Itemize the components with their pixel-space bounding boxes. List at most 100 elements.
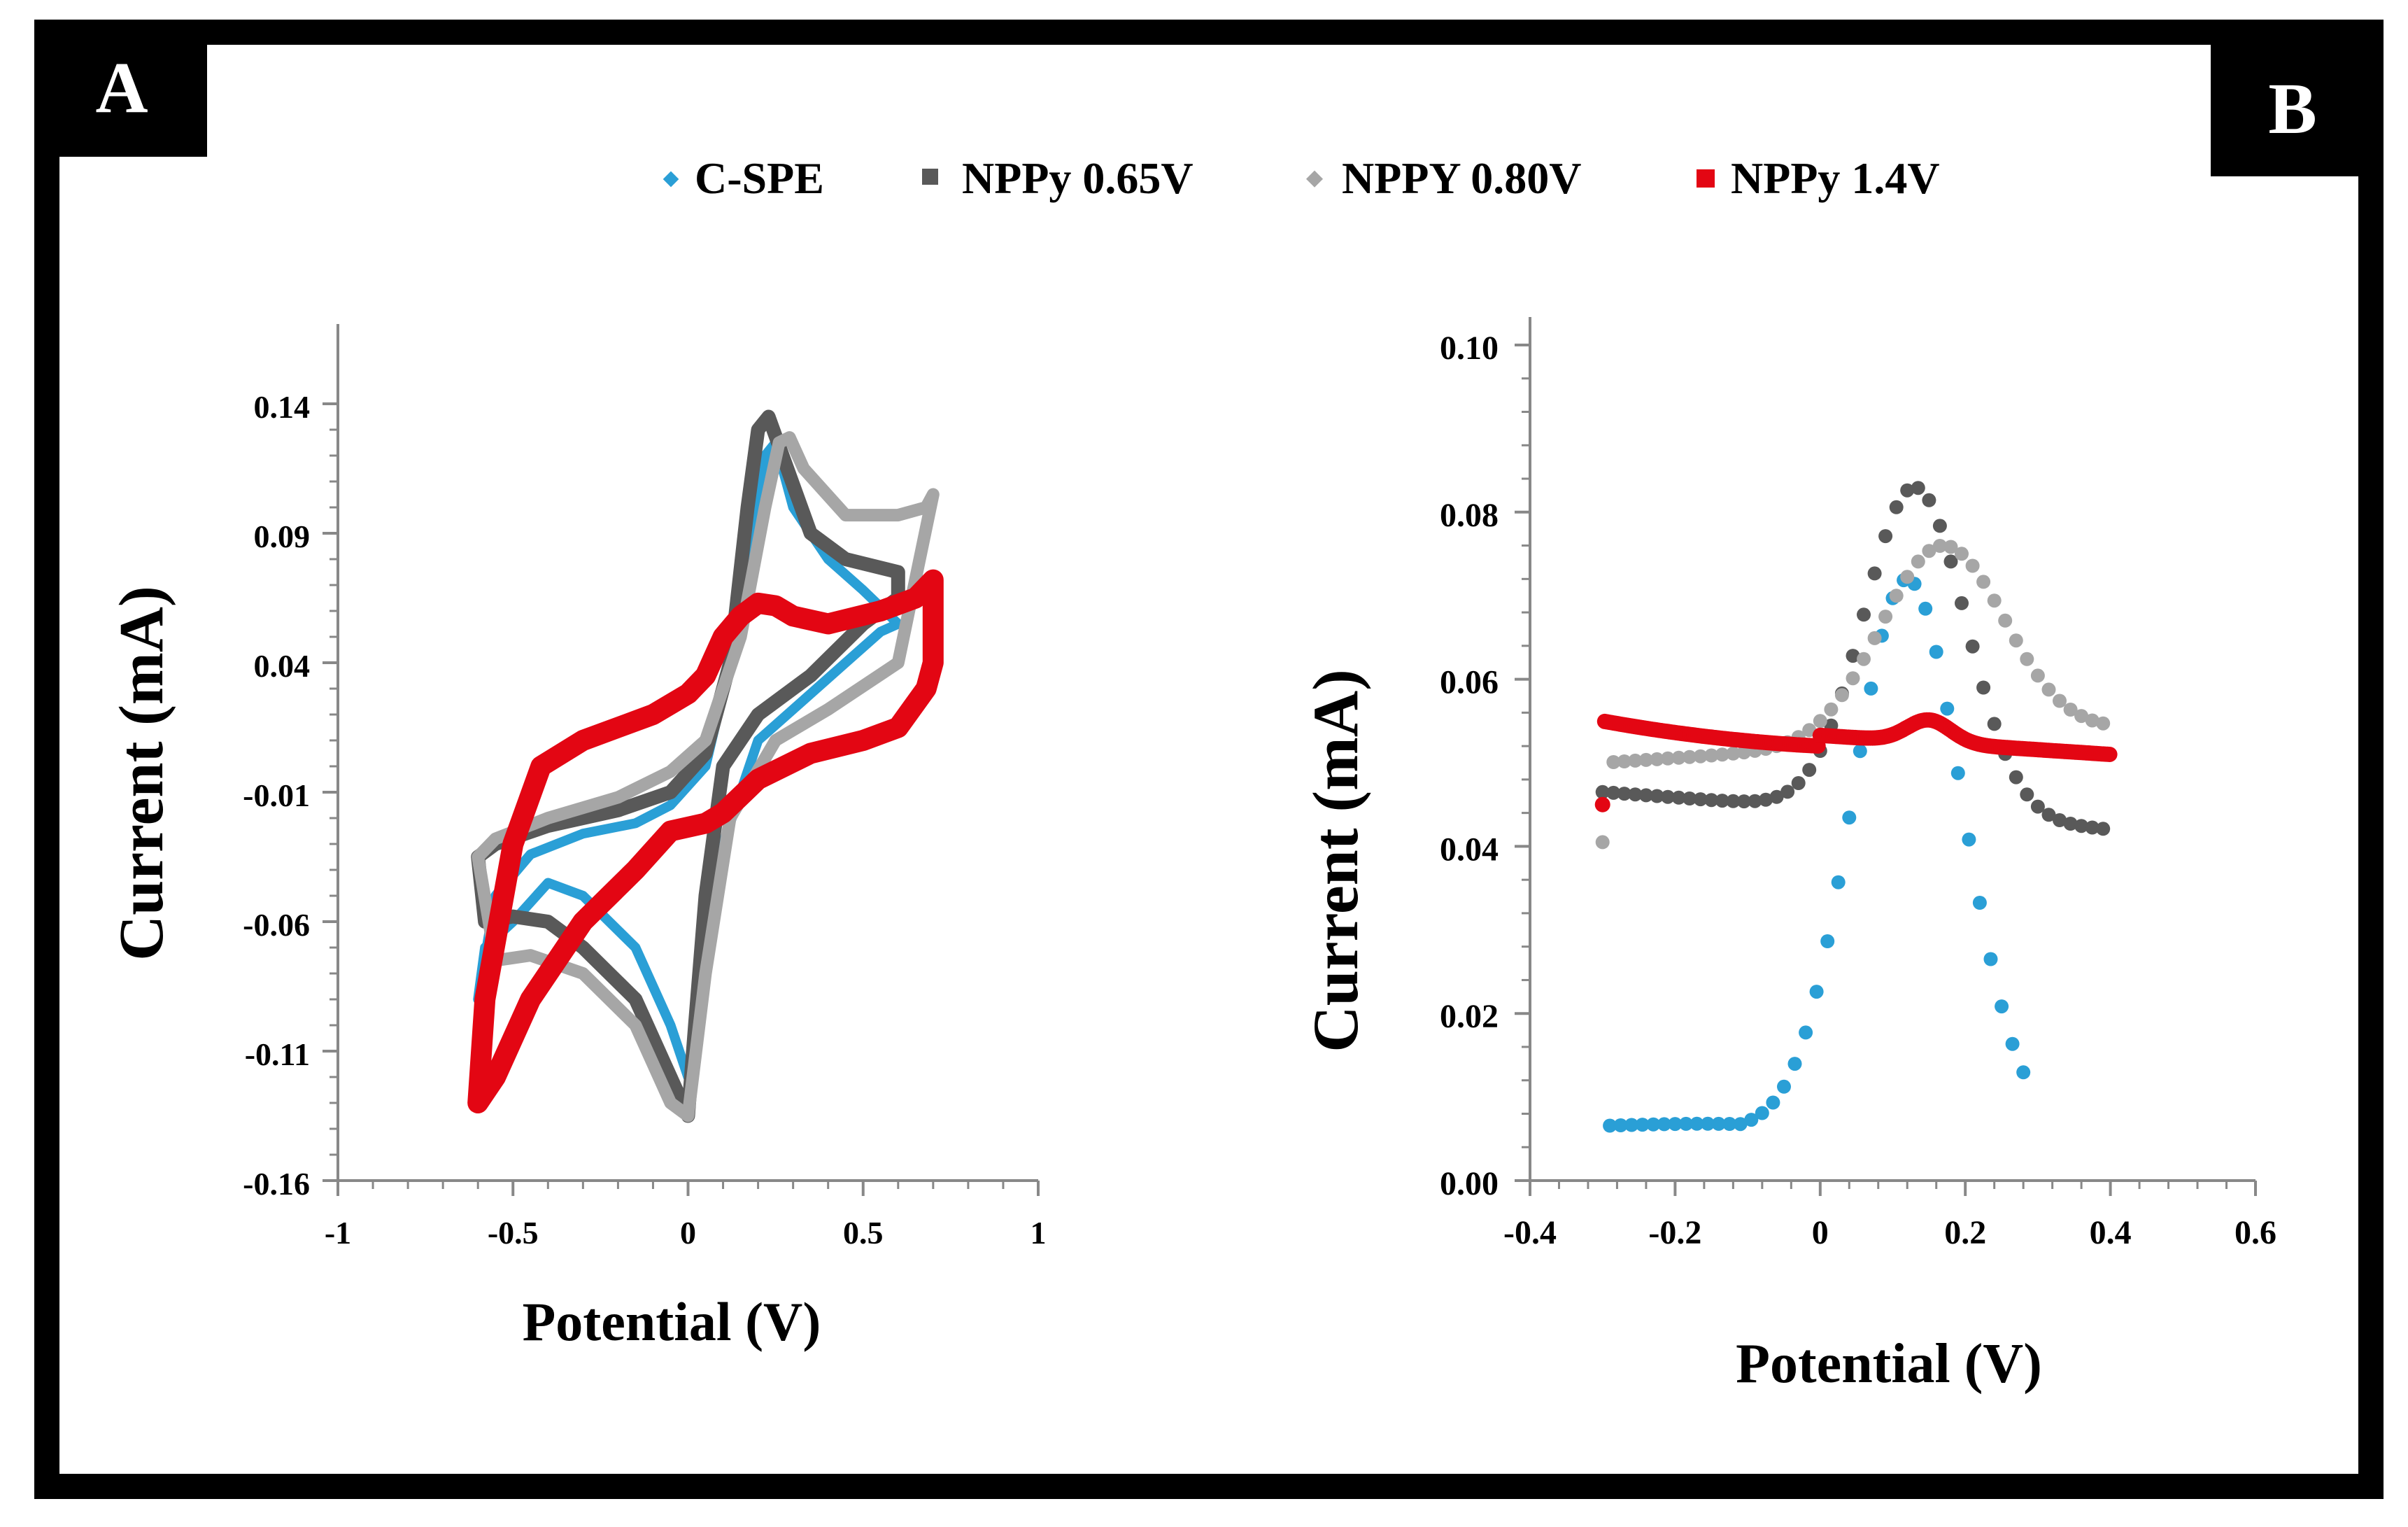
chart-b-point-1-45 <box>2085 820 2099 835</box>
chart-b-point-1-5 <box>1650 789 1664 803</box>
chart-a-y-tick-label: 0.14 <box>254 389 311 425</box>
chart-b-point-0-16 <box>1777 1079 1791 1094</box>
chart-b-x-tick-label: 0 <box>1812 1214 1829 1251</box>
chart-b-point-0-36 <box>1995 999 2009 1014</box>
chart-a-series-3 <box>467 569 944 1113</box>
chart-a-x-tick-label: 0.5 <box>843 1215 884 1251</box>
chart-b-point-0-5 <box>1657 1117 1671 1132</box>
chart-b-point-0-37 <box>2005 1036 2020 1051</box>
chart-b-point-2-27 <box>1889 589 1904 603</box>
chart-b-point-1-31 <box>1932 519 1947 533</box>
chart-b-point-1-33 <box>1955 596 1969 610</box>
chart-b-point-1-11 <box>1715 794 1729 808</box>
chart-b-point-0-17 <box>1787 1057 1802 1071</box>
chart-b-point-0-34 <box>1972 896 1987 910</box>
chart-b-point-2-1 <box>1606 755 1621 769</box>
chart-b-point-2-13 <box>1736 745 1751 760</box>
chart-b-point-2-20 <box>1813 714 1827 729</box>
chart-b-point-1-43 <box>2063 817 2078 831</box>
chart-b-point-2-38 <box>2009 633 2023 648</box>
panel-a-box <box>37 21 207 157</box>
chart-b-y-tick-label: 0.08 <box>1440 497 1499 534</box>
chart-b-point-1-4 <box>1638 788 1653 803</box>
chart-b-point-1-46 <box>2096 822 2111 836</box>
chart-b-point-0-18 <box>1799 1025 1813 1040</box>
chart-b-point-0-0 <box>1603 1118 1617 1133</box>
chart-b-point-2-24 <box>1857 652 1871 666</box>
chart-b-x-tick-label: -0.4 <box>1503 1214 1557 1251</box>
chart-b-point-1-29 <box>1911 481 1925 495</box>
chart-b-point-0-33 <box>1962 832 1976 847</box>
chart-b-y-tick-label: 0.04 <box>1440 831 1499 868</box>
chart-b-point-2-46 <box>2096 716 2111 731</box>
chart-b-point-2-10 <box>1704 748 1719 763</box>
chart-b-point-1-3 <box>1628 787 1643 802</box>
chart-b-point-1-34 <box>1965 639 1980 654</box>
legend-marker-nppy-065 <box>922 169 938 185</box>
chart-b-point-0-13 <box>1744 1113 1759 1127</box>
panel-a-label: A <box>95 48 148 128</box>
chart-b-point-2-36 <box>1987 593 2002 608</box>
legend-label-nppy-080: NPPY 0.80V <box>1342 153 1581 203</box>
chart-b-point-2-0 <box>1595 835 1610 850</box>
chart-b-point-0-4 <box>1646 1117 1661 1132</box>
chart-b-point-1-7 <box>1671 790 1686 805</box>
chart-b-point-2-40 <box>2030 668 2045 683</box>
legend-label-nppy-14: NPPy 1.4V <box>1731 153 1940 203</box>
chart-b-series <box>1594 481 2118 1133</box>
chart-b-x-tick-label: -0.2 <box>1648 1214 1701 1251</box>
chart-a-y-tick-label: 0.04 <box>254 648 311 684</box>
chart-b-point-1-25 <box>1867 566 1882 581</box>
chart-b-point-1-38 <box>2009 770 2023 784</box>
chart-b-point-0-32 <box>1950 766 1965 780</box>
chart-a-series <box>467 409 944 1123</box>
chart-a-y-tick-label: -0.01 <box>243 777 310 813</box>
chart-b-point-0-2 <box>1624 1118 1639 1132</box>
chart-b-point-1-30 <box>1922 493 1936 507</box>
chart-b-point-2-39 <box>2020 652 2034 666</box>
chart-b-x-tick-label: 0.6 <box>2235 1214 2276 1251</box>
panel-b-label: B <box>2268 69 2316 149</box>
figure-frame <box>34 20 2384 1499</box>
chart-b-point-2-41 <box>2041 682 2056 697</box>
chart-b-point-0-12 <box>1733 1117 1748 1132</box>
chart-b-point-2-31 <box>1932 539 1947 553</box>
chart-b-point-1-6 <box>1661 789 1675 804</box>
chart-b-point-0-35 <box>1983 952 1998 966</box>
chart-b-point-2-4 <box>1638 752 1653 767</box>
chart-b-point-1-40 <box>2030 799 2045 814</box>
chart-b-point-1-10 <box>1704 793 1719 808</box>
chart-b-point-2-12 <box>1726 746 1741 761</box>
chart-b-point-0-1 <box>1613 1118 1628 1132</box>
chart-b-point-2-29 <box>1911 554 1925 569</box>
chart-b-point-0-10 <box>1711 1116 1726 1131</box>
chart-b-point-0-38 <box>2016 1065 2031 1080</box>
chart-b-y-tick-label: 0.10 <box>1440 330 1499 367</box>
chart-b-point-2-5 <box>1650 752 1664 766</box>
chart-b-point-2-34 <box>1965 558 1980 573</box>
legend-label-c-spe: C-SPE <box>695 153 824 203</box>
chart-b-point-0-21 <box>1831 875 1846 889</box>
chart-b-point-1-19 <box>1802 763 1817 777</box>
chart-b-point-1-17 <box>1780 784 1795 799</box>
chart-b-point-0-20 <box>1820 934 1835 948</box>
chart-b-point-2-11 <box>1715 747 1729 762</box>
chart-b-point-2-7 <box>1671 750 1686 765</box>
chart-b-point-0-8 <box>1690 1116 1704 1131</box>
chart-b-point-0-3 <box>1635 1118 1650 1132</box>
chart-a-y-tick-label: 0.09 <box>254 519 311 554</box>
chart-a-x-tick-label: -0.5 <box>488 1215 539 1251</box>
chart-b-x-tick-label: 0.2 <box>1944 1214 1986 1251</box>
chart-b-ylabel: Current (mA) <box>1300 669 1371 1053</box>
chart-b-point-1-13 <box>1736 794 1751 809</box>
chart-b-point-0-24 <box>1864 681 1878 696</box>
chart-b-point-1-14 <box>1748 794 1762 808</box>
chart-b-point-2-32 <box>1943 540 1958 554</box>
chart-b-point-1-42 <box>2053 813 2067 827</box>
chart-b-point-1-24 <box>1857 607 1871 622</box>
chart-a-x-tick-label: 0 <box>680 1215 696 1251</box>
chart-b-point-2-43 <box>2063 703 2078 717</box>
chart-b-point-0-22 <box>1842 810 1857 825</box>
chart-b-point-2-45 <box>2085 713 2099 728</box>
chart-a-series-0 <box>473 437 903 1082</box>
